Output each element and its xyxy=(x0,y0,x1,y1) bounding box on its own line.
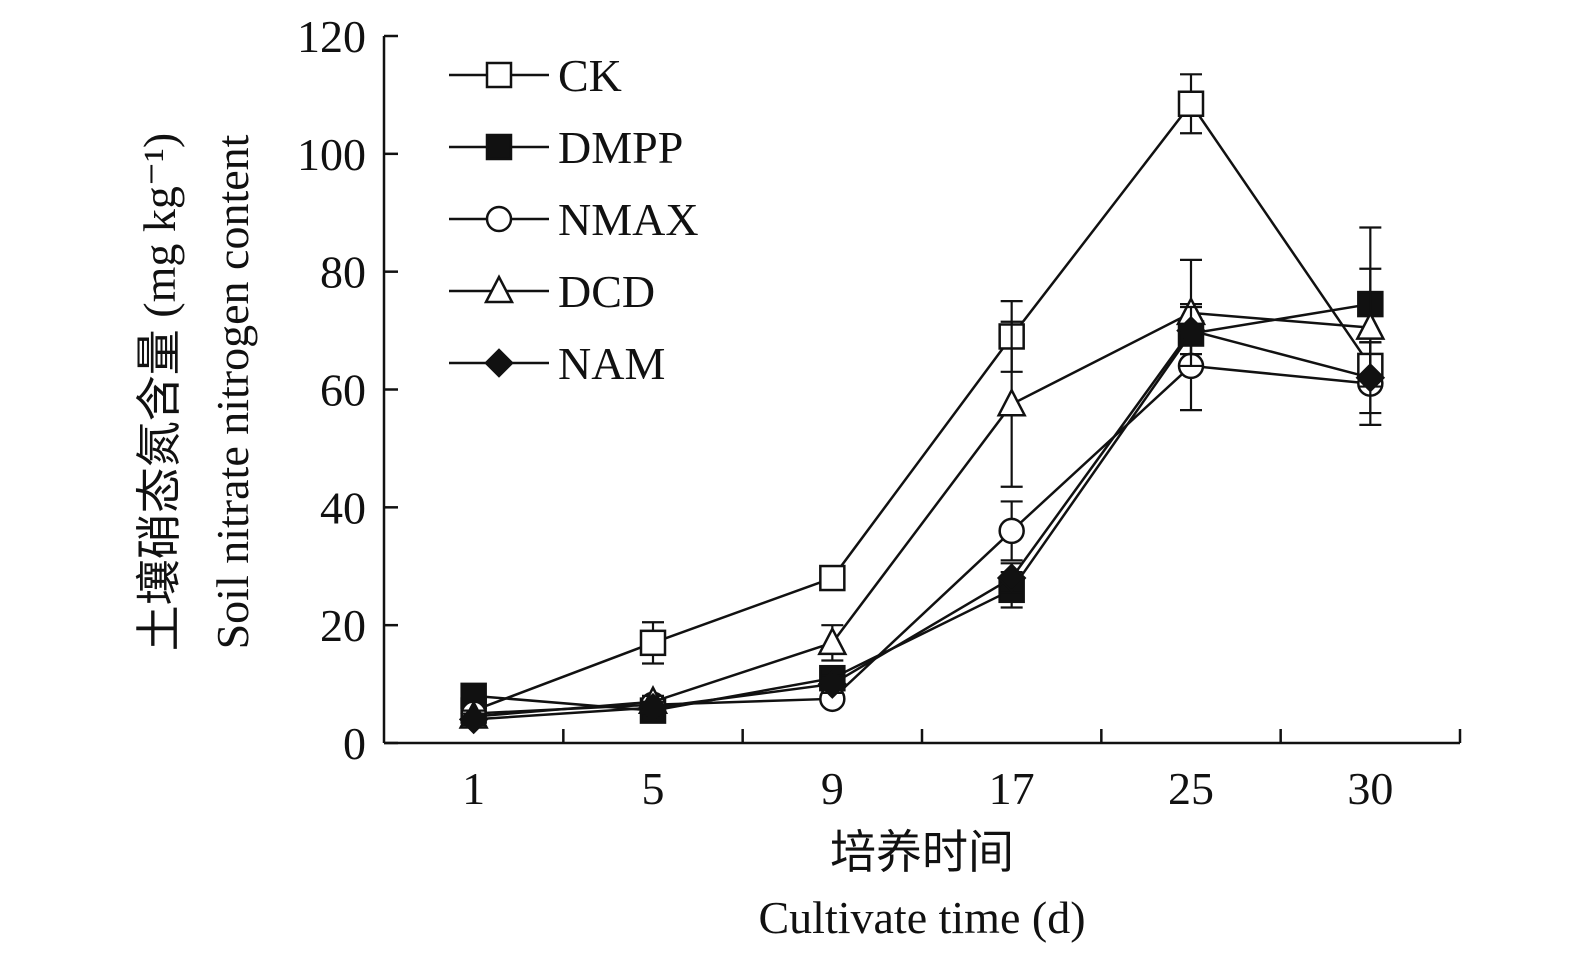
x-axis-title-en: Cultivate time (d) xyxy=(758,892,1085,943)
y-tick-label: 40 xyxy=(320,482,366,533)
x-tick-label: 25 xyxy=(1168,763,1214,814)
legend-marker xyxy=(483,274,515,304)
series-line xyxy=(473,364,1371,715)
legend-item-nmax: NMAX xyxy=(449,194,699,245)
data-point xyxy=(1355,362,1386,393)
series-line xyxy=(473,329,1371,721)
x-axis-title-cn: 培养时间 xyxy=(830,827,1014,878)
x-tick-label: 9 xyxy=(821,763,844,814)
series-dcd xyxy=(458,258,1386,729)
y-tick-label: 80 xyxy=(320,247,366,298)
data-point xyxy=(819,564,846,592)
legend-marker xyxy=(484,348,514,378)
legend-label: NAM xyxy=(558,338,665,389)
legend-marker xyxy=(485,205,513,233)
legend-item-nam: NAM xyxy=(449,338,665,389)
legend-item-dcd: DCD xyxy=(449,266,655,317)
y-axis-title-cn: 土壤硝态氮含量 (mg kg⁻¹) xyxy=(134,133,185,652)
data-point xyxy=(638,692,668,723)
series-line xyxy=(473,101,1372,712)
x-tick-label: 30 xyxy=(1347,763,1393,814)
y-axis-title-en: Soil nitrate nitrogen content xyxy=(207,134,258,649)
axes-layer: 0 20 40 60 80 100 120 1 5 9 17 25 30 xyxy=(297,11,1462,814)
data-point xyxy=(1176,315,1206,346)
data-point xyxy=(458,704,489,735)
y-tick-label: 120 xyxy=(297,11,366,62)
legend-label: CK xyxy=(558,50,622,101)
data-point xyxy=(817,669,848,699)
x-tick-label: 17 xyxy=(989,763,1035,814)
series-nam xyxy=(458,305,1386,735)
y-tick-label: 100 xyxy=(297,129,366,180)
x-tick-label: 1 xyxy=(462,763,485,814)
legend: CK DMPP NMAX DCD NAM xyxy=(449,50,699,389)
legend-label: DMPP xyxy=(558,122,683,173)
legend-marker xyxy=(485,61,513,89)
data-point xyxy=(996,387,1027,417)
legend-label: NMAX xyxy=(558,194,699,245)
legend-label: DCD xyxy=(558,266,655,317)
legend-marker xyxy=(485,133,513,161)
x-tick-label: 5 xyxy=(642,763,665,814)
data-point xyxy=(1177,90,1205,118)
data-point xyxy=(817,626,848,656)
series-layer xyxy=(458,73,1386,735)
legend-item-dmpp: DMPP xyxy=(449,122,683,173)
y-tick-label: 0 xyxy=(343,718,366,769)
data-point xyxy=(1355,310,1386,340)
legend-item-ck: CK xyxy=(449,50,622,101)
data-point xyxy=(639,629,667,657)
data-point xyxy=(998,517,1025,545)
y-tick-label: 60 xyxy=(320,365,366,416)
series-line xyxy=(473,302,1371,712)
data-point xyxy=(996,563,1027,593)
series-line xyxy=(473,311,1371,718)
y-tick-label: 20 xyxy=(320,600,366,651)
